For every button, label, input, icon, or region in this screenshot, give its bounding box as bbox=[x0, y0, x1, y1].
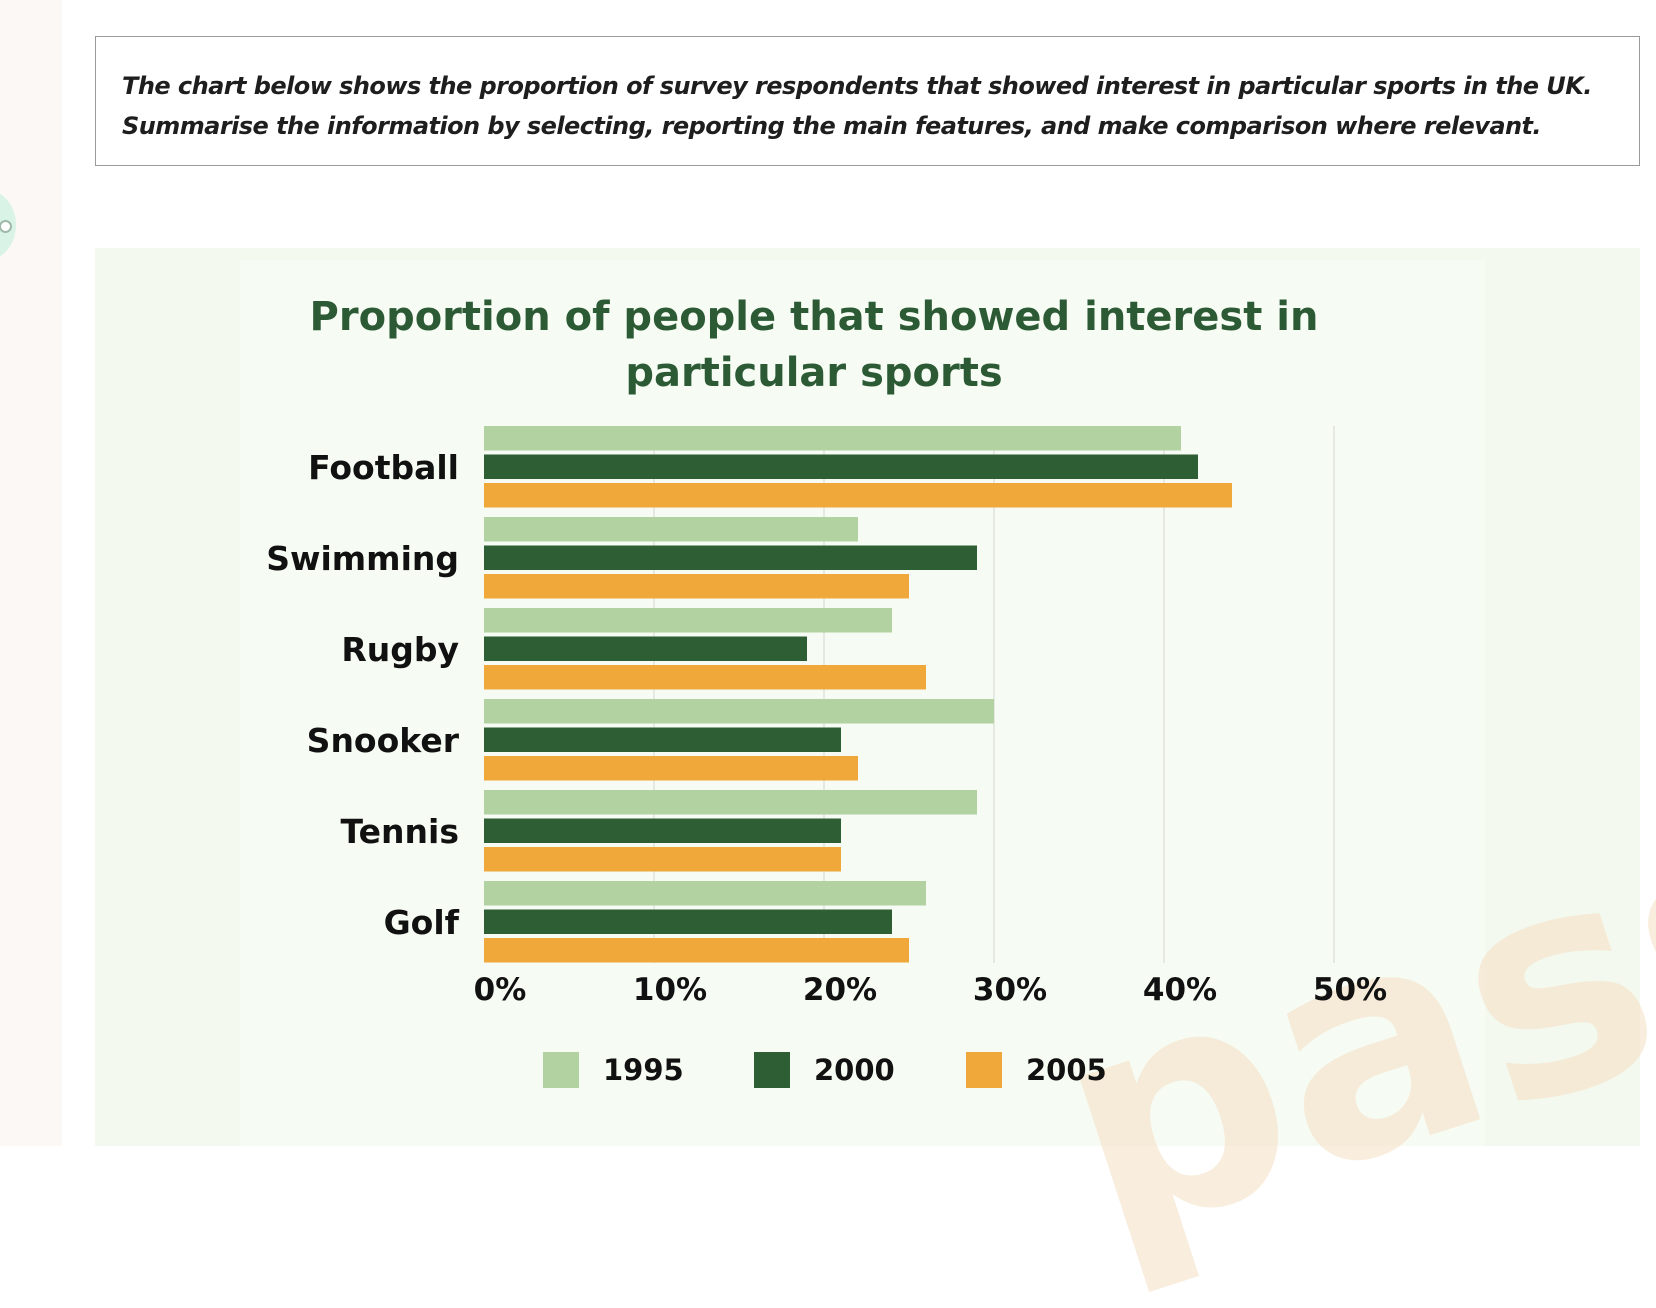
bar-snooker-2000 bbox=[484, 727, 841, 752]
legend-swatch-2000 bbox=[754, 1052, 790, 1088]
legend-label-1995: 1995 bbox=[603, 1053, 684, 1087]
bar-rugby-2000 bbox=[484, 636, 807, 661]
bar-swimming-2005 bbox=[484, 574, 909, 599]
legend-label-2000: 2000 bbox=[814, 1053, 895, 1087]
left-rail bbox=[0, 0, 62, 1146]
chat-bubble-icon[interactable] bbox=[0, 190, 16, 260]
x-tick-label: 20% bbox=[803, 972, 877, 1008]
bar-tennis-2005 bbox=[484, 847, 841, 872]
bar-rugby-1995 bbox=[484, 608, 892, 633]
bar-chart: Football Swimming Rugby Snooker Tennis Golf 0%… bbox=[266, 294, 1387, 1088]
category-label-swimming: Swimming bbox=[266, 539, 459, 578]
x-tick-label: 50% bbox=[1313, 972, 1387, 1008]
category-label-football: Football bbox=[308, 448, 459, 487]
bar-football-2005 bbox=[484, 483, 1232, 508]
x-tick-label: 10% bbox=[633, 972, 707, 1008]
legend-swatch-2005 bbox=[966, 1052, 1002, 1088]
x-tick-label: 40% bbox=[1143, 972, 1217, 1008]
bar-golf-2005 bbox=[484, 938, 909, 963]
bar-snooker-2005 bbox=[484, 756, 858, 781]
prompt-line-1: The chart below shows the proportion of … bbox=[122, 72, 1592, 100]
x-tick-label: 30% bbox=[973, 972, 1047, 1008]
bar-tennis-1995 bbox=[484, 790, 977, 815]
category-label-snooker: Snooker bbox=[307, 721, 460, 760]
prompt-line-2: Summarise the information by selecting, … bbox=[122, 112, 1542, 140]
bar-snooker-1995 bbox=[484, 699, 994, 724]
bar-tennis-2000 bbox=[484, 818, 841, 843]
bar-swimming-2000 bbox=[484, 545, 977, 570]
bar-golf-2000 bbox=[484, 909, 892, 934]
bar-football-1995 bbox=[484, 426, 1181, 451]
bar-golf-1995 bbox=[484, 881, 926, 906]
chart-title-line-2: particular sports bbox=[625, 350, 1002, 396]
bar-swimming-1995 bbox=[484, 517, 858, 542]
x-tick-label: 0% bbox=[474, 972, 527, 1008]
bar-football-2000 bbox=[484, 454, 1198, 479]
category-label-tennis: Tennis bbox=[341, 812, 459, 851]
chart-panel: pass Football Swimming Rugby Snooker Tennis G… bbox=[95, 248, 1656, 1308]
chart-title-line-1: Proportion of people that showed interes… bbox=[310, 294, 1319, 340]
legend-label-2005: 2005 bbox=[1026, 1053, 1107, 1087]
legend-swatch-1995 bbox=[543, 1052, 579, 1088]
bar-rugby-2005 bbox=[484, 665, 926, 690]
task-prompt-box: The chart below shows the proportion of … bbox=[95, 36, 1640, 166]
category-label-golf: Golf bbox=[384, 903, 460, 942]
category-label-rugby: Rugby bbox=[341, 630, 459, 669]
